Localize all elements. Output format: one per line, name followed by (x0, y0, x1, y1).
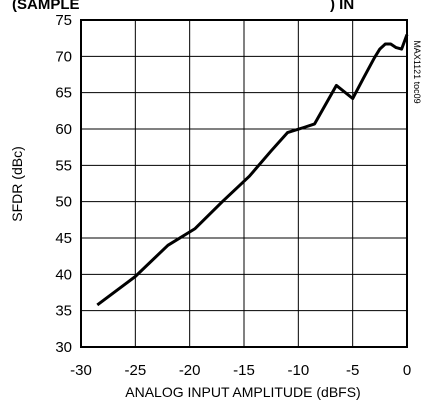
x-axis-title: ANALOG INPUT AMPLITUDE (dBFS) (125, 384, 360, 400)
y-tick-label: 35 (55, 303, 72, 320)
y-tick-label: 65 (55, 85, 72, 102)
y-tick-label: 45 (55, 230, 72, 247)
y-tick-label: 75 (55, 12, 72, 29)
x-tick-label: -5 (346, 362, 359, 379)
y-tick-label: 40 (55, 266, 72, 283)
y-tick-label: 50 (55, 194, 72, 211)
x-tick-label: -15 (233, 362, 255, 379)
title-fragment-right: ) IN (330, 0, 354, 13)
plot-frame (80, 19, 408, 348)
y-tick-label: 70 (55, 48, 72, 65)
x-tick-label: -30 (70, 362, 92, 379)
y-axis-title: SFDR (dBc) (9, 146, 25, 221)
x-tick-label: -20 (179, 362, 201, 379)
x-tick-label: -25 (124, 362, 146, 379)
x-axis-ticks: -30 -25 -20 -15 -10 -5 0 (70, 362, 411, 379)
grid (80, 19, 408, 348)
y-tick-label: 60 (55, 121, 72, 138)
x-tick-label: 0 (403, 362, 411, 379)
sfdr-series-line (96, 33, 409, 307)
y-axis-ticks: 30 35 40 45 50 55 60 65 70 75 (55, 12, 72, 356)
title-fragment-left: (SAMPLE (12, 0, 80, 13)
figure-code: MAX1121 toc09 (412, 40, 422, 103)
y-tick-label: 55 (55, 157, 72, 174)
y-tick-label: 30 (55, 339, 72, 356)
x-tick-label: -10 (287, 362, 309, 379)
